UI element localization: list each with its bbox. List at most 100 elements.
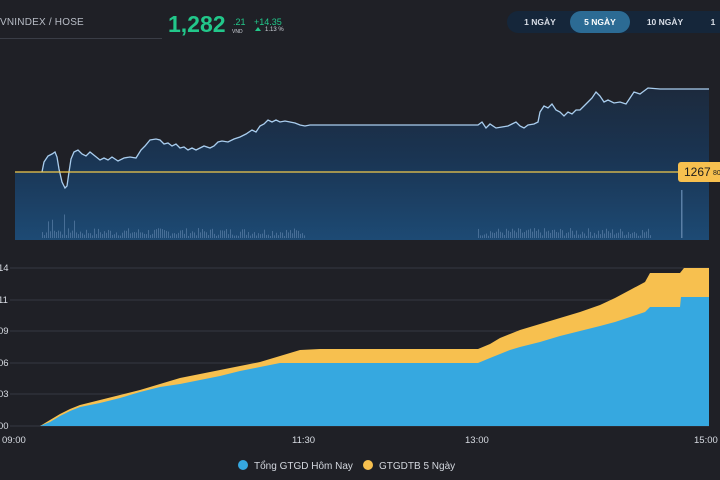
volume-bar — [628, 232, 629, 238]
volume-bar — [110, 230, 111, 238]
volume-bar — [522, 232, 523, 238]
volume-bar — [548, 230, 549, 238]
volume-bar — [210, 229, 211, 238]
volume-bar — [54, 230, 55, 238]
range-selector: 1 NGÀY 5 NGÀY 10 NGÀY 1 — [507, 11, 720, 33]
volume-bar — [480, 235, 481, 238]
volume-bar — [580, 234, 581, 238]
volume-bar — [190, 233, 191, 238]
volume-bar — [162, 229, 163, 238]
volume-bar — [528, 229, 529, 238]
volume-bar — [58, 230, 59, 238]
price-change-percent-value: 1.13 % — [265, 27, 284, 33]
volume-bar — [588, 228, 589, 238]
symbol-label[interactable]: VNINDEX / HOSE — [0, 17, 84, 28]
x-axis: 09:00 11:30 13:00 15:00 — [2, 435, 718, 446]
volume-bar — [542, 235, 543, 238]
volume-bar — [266, 234, 267, 238]
symbol-underline — [0, 38, 162, 39]
volume-bar — [196, 235, 197, 238]
volume-bar — [232, 234, 233, 238]
volume-bar — [72, 230, 73, 238]
volume-bar — [478, 228, 479, 238]
y-tick-label: 06 — [0, 358, 9, 369]
trading-value-chart[interactable]: 14 11 09 06 03 00 09:00 11:30 13:00 15:0… — [0, 250, 720, 450]
volume-bar — [216, 235, 217, 238]
volume-bar — [50, 231, 51, 238]
volume-bar — [304, 235, 305, 238]
volume-bar — [650, 235, 651, 238]
volume-bars — [42, 190, 683, 238]
legend-item-today[interactable]: Tổng GTGD Hôm Nay — [238, 460, 353, 472]
range-tab-more[interactable]: 1 — [710, 17, 716, 27]
range-tab-1-day[interactable]: 1 NGÀY — [524, 17, 556, 27]
volume-bar — [524, 232, 525, 238]
volume-bar — [178, 232, 179, 238]
volume-bar — [102, 234, 103, 238]
volume-bar — [280, 232, 281, 238]
volume-bar — [114, 234, 115, 238]
y-tick-label: 14 — [0, 263, 9, 274]
volume-bar — [274, 235, 275, 238]
volume-bar — [258, 233, 259, 238]
volume-bar — [578, 234, 579, 238]
volume-bar — [170, 235, 171, 238]
volume-bar — [230, 229, 231, 238]
volume-bar — [538, 229, 539, 238]
volume-bar — [202, 229, 203, 238]
volume-bar — [260, 234, 261, 238]
price-chart[interactable]: 1267 80 — [0, 44, 720, 240]
volume-bar — [80, 231, 81, 238]
volume-bar — [496, 231, 497, 238]
volume-bar — [598, 230, 599, 238]
volume-bar — [630, 233, 631, 238]
volume-bar — [64, 214, 65, 238]
volume-bar — [284, 235, 285, 238]
volume-bar — [278, 235, 279, 238]
volume-bar — [236, 235, 237, 238]
volume-bar — [164, 230, 165, 238]
volume-bar — [52, 219, 53, 238]
volume-bar — [122, 232, 123, 238]
volume-bar — [74, 220, 75, 238]
volume-bar — [490, 231, 491, 238]
chart-legend: Tổng GTGD Hôm Nay GTGDTB 5 Ngày — [0, 458, 720, 476]
volume-bar — [604, 233, 605, 238]
range-tab-10-days[interactable]: 10 NGÀY — [646, 17, 684, 27]
volume-bar — [142, 232, 143, 238]
volume-bar — [234, 235, 235, 238]
volume-bar — [492, 232, 493, 238]
volume-bar — [184, 233, 185, 238]
volume-bar — [240, 231, 241, 238]
volume-bar — [292, 233, 293, 238]
volume-bar — [86, 229, 87, 238]
volume-bar — [242, 229, 243, 238]
volume-bar — [108, 229, 109, 238]
range-tab-5-days[interactable]: 5 NGÀY — [570, 11, 630, 33]
volume-bar — [638, 235, 639, 238]
x-tick-label: 11:30 — [292, 435, 315, 446]
volume-bar — [126, 230, 127, 238]
legend-item-avg5[interactable]: GTGDTB 5 Ngày — [363, 460, 455, 472]
legend-dot-icon — [363, 460, 373, 470]
volume-bar — [154, 229, 155, 238]
volume-bar — [146, 234, 147, 238]
volume-bar — [681, 190, 683, 238]
volume-bar — [228, 234, 229, 238]
price-line — [41, 87, 709, 190]
volume-bar — [572, 230, 573, 238]
volume-bar — [116, 232, 117, 238]
volume-bar — [252, 233, 253, 238]
volume-bar — [586, 235, 587, 238]
volume-bar — [62, 234, 63, 238]
volume-bar — [520, 228, 521, 238]
reference-price-label: 1267 — [684, 165, 711, 179]
volume-bar — [546, 231, 547, 238]
volume-bar — [296, 230, 297, 238]
price-change-percent: 1.13 % — [255, 27, 284, 33]
volume-bar — [206, 232, 207, 238]
volume-bar — [70, 232, 71, 238]
volume-bar — [138, 229, 139, 238]
volume-bar — [264, 229, 265, 238]
volume-bar — [140, 232, 141, 238]
